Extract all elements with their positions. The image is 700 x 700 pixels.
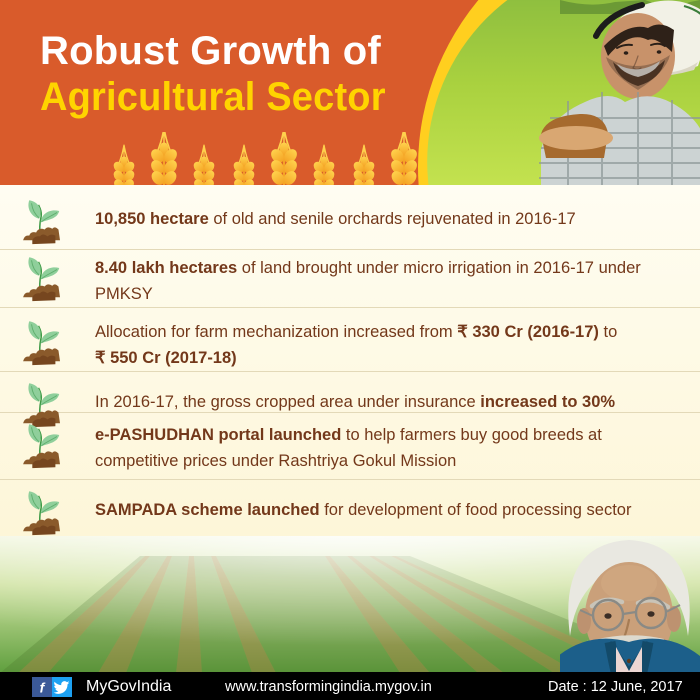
svg-text:f: f bbox=[40, 679, 46, 695]
